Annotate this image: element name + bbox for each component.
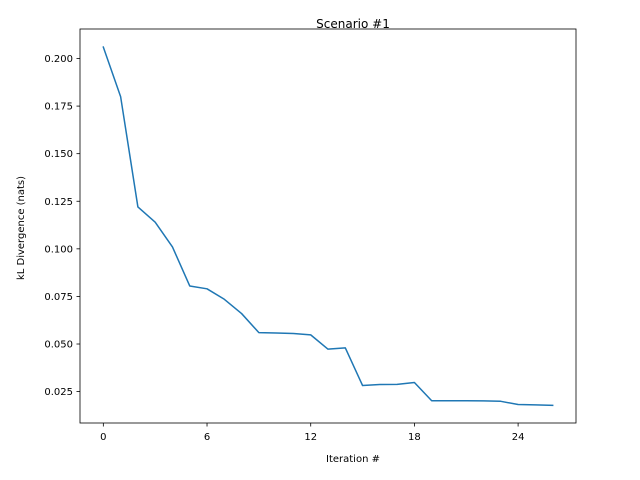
chart-title: Scenario #1 <box>316 17 390 31</box>
x-axis-label: Iteration # <box>326 454 380 465</box>
y-axis-ticks: 0.025 0.050 0.075 0.100 0.125 0.150 0.175 0.200 <box>44 54 80 398</box>
x-tick-label: 6 <box>204 432 210 443</box>
x-tick-label: 12 <box>304 432 317 443</box>
y-tick-label: 0.125 <box>44 197 73 208</box>
x-tick-label: 18 <box>408 432 421 443</box>
y-axis-label: kL Divergence (nats) <box>16 176 27 280</box>
y-tick-label: 0.075 <box>44 292 73 303</box>
axes-frame <box>79 28 577 424</box>
x-tick-label: 24 <box>512 432 525 443</box>
y-tick-label: 0.025 <box>44 387 73 398</box>
y-tick-label: 0.100 <box>44 244 73 255</box>
y-tick-label: 0.150 <box>44 149 73 160</box>
y-tick-label: 0.050 <box>44 340 73 351</box>
y-tick-label: 0.200 <box>44 54 73 65</box>
y-tick-label: 0.175 <box>44 102 73 113</box>
x-tick-label: 0 <box>100 432 106 443</box>
plot-area <box>79 28 577 424</box>
x-axis-ticks: 0 6 12 18 24 <box>100 423 524 443</box>
